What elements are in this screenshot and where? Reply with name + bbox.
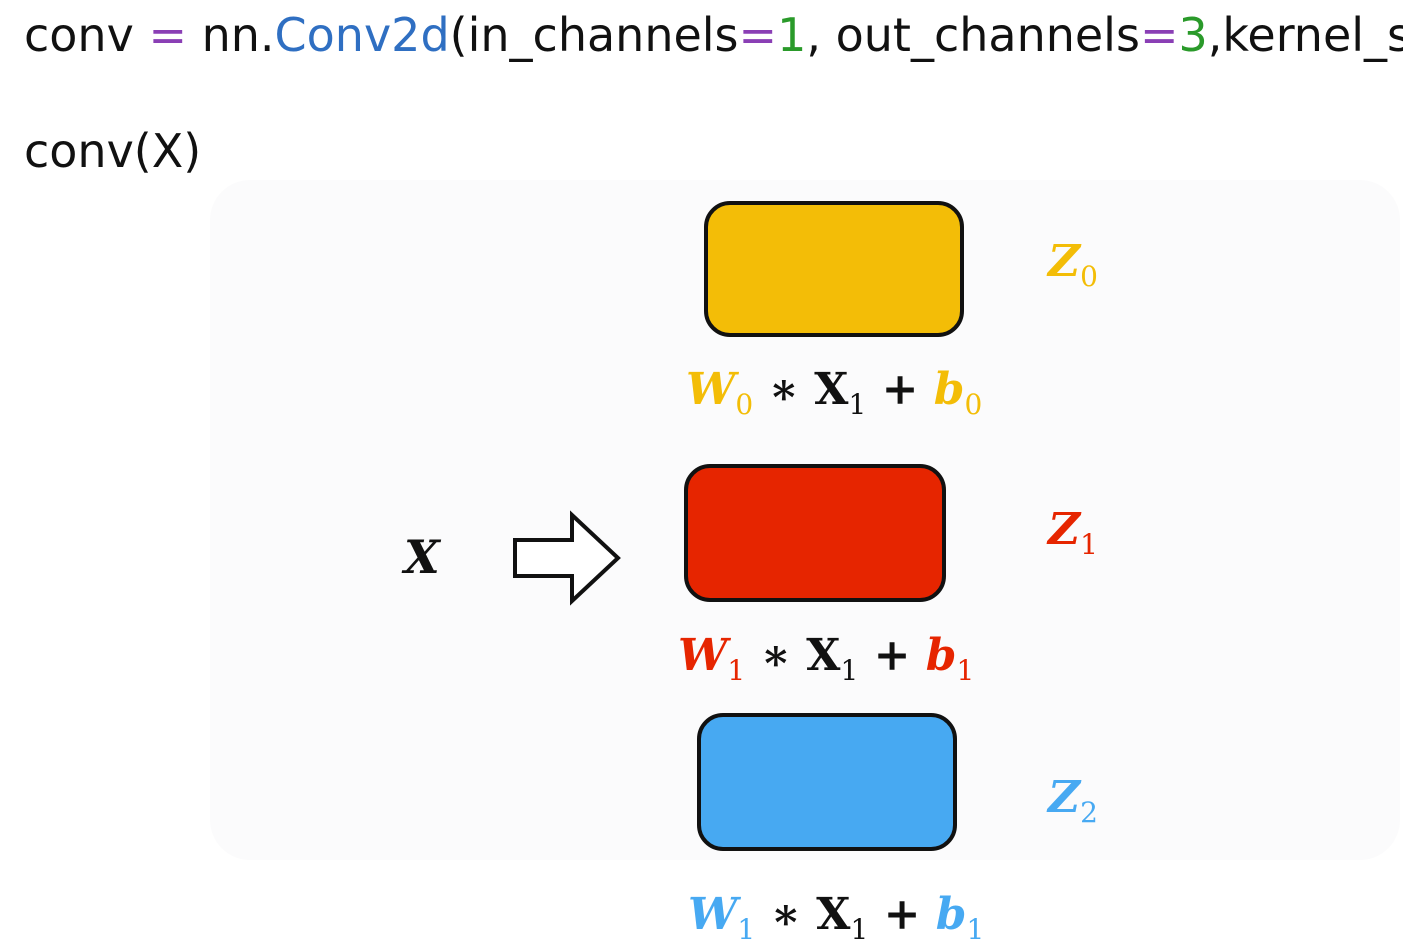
- input-x-label: X: [404, 530, 440, 584]
- output-channel-box-0: [704, 201, 964, 337]
- output-label-z2: Z2: [1048, 772, 1098, 829]
- code-line-conv-definition: conv = nn.Conv2d(in_channels=1, out_chan…: [24, 8, 1403, 62]
- output-channel-box-1: [684, 464, 946, 602]
- code-line-conv-call: conv(X): [24, 124, 202, 178]
- output-channel-box-2: [697, 713, 957, 851]
- formula-channel-0: W0 ∗ X1 + b0: [686, 364, 983, 421]
- output-label-z1: Z1: [1048, 504, 1098, 561]
- formula-channel-1: W1 ∗ X1 + b1: [678, 630, 975, 687]
- right-arrow-icon: [513, 510, 621, 606]
- formula-channel-2: W1 ∗ X1 + b1: [688, 889, 985, 946]
- output-label-z0: Z0: [1048, 236, 1098, 293]
